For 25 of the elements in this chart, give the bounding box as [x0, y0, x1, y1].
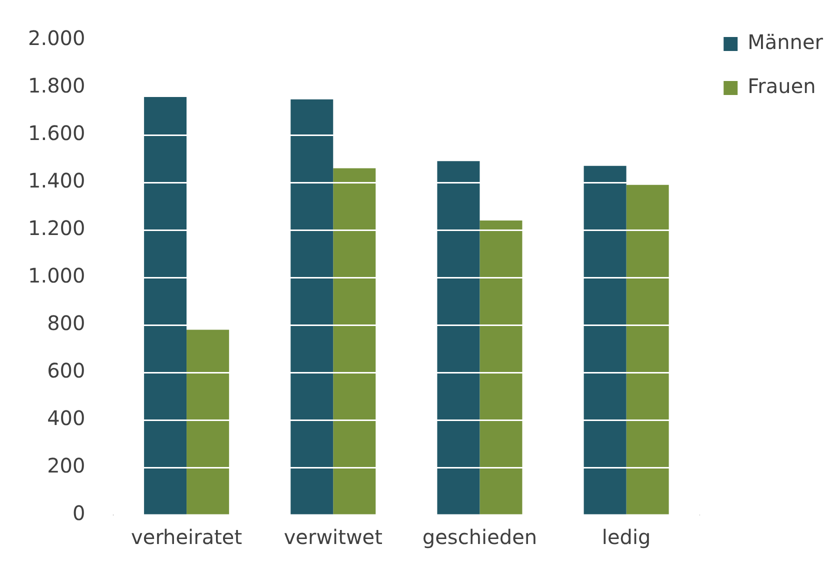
y-tick-label: 1.000 [28, 264, 86, 288]
y-tick-label: 1.200 [28, 216, 86, 240]
x-tick-label: geschieden [422, 525, 538, 550]
y-tick-label: 800 [47, 311, 86, 336]
y-tick-label: 1.600 [28, 121, 86, 146]
y-tick-label: 1.800 [28, 74, 86, 98]
bar [144, 97, 187, 514]
bar [290, 99, 334, 514]
bar [480, 220, 522, 514]
y-tick-label: 200 [47, 454, 86, 478]
y-tick-label: 400 [47, 406, 86, 430]
y-tick-label: 0 [72, 501, 86, 526]
y-tick-label: 2.000 [28, 26, 86, 50]
bar [186, 330, 230, 514]
x-tick-label: verheiratet [131, 525, 242, 550]
x-tick-label: ledig [602, 525, 651, 550]
bar [333, 168, 376, 514]
y-tick-label: 600 [47, 358, 86, 383]
legend-label: Männer [748, 30, 824, 54]
x-tick-label: verwitwet [284, 525, 383, 550]
legend-label: Frauen [748, 74, 816, 98]
bar [626, 184, 669, 514]
bar [437, 161, 480, 514]
bar [584, 166, 626, 514]
y-tick-label: 1.400 [28, 168, 86, 193]
